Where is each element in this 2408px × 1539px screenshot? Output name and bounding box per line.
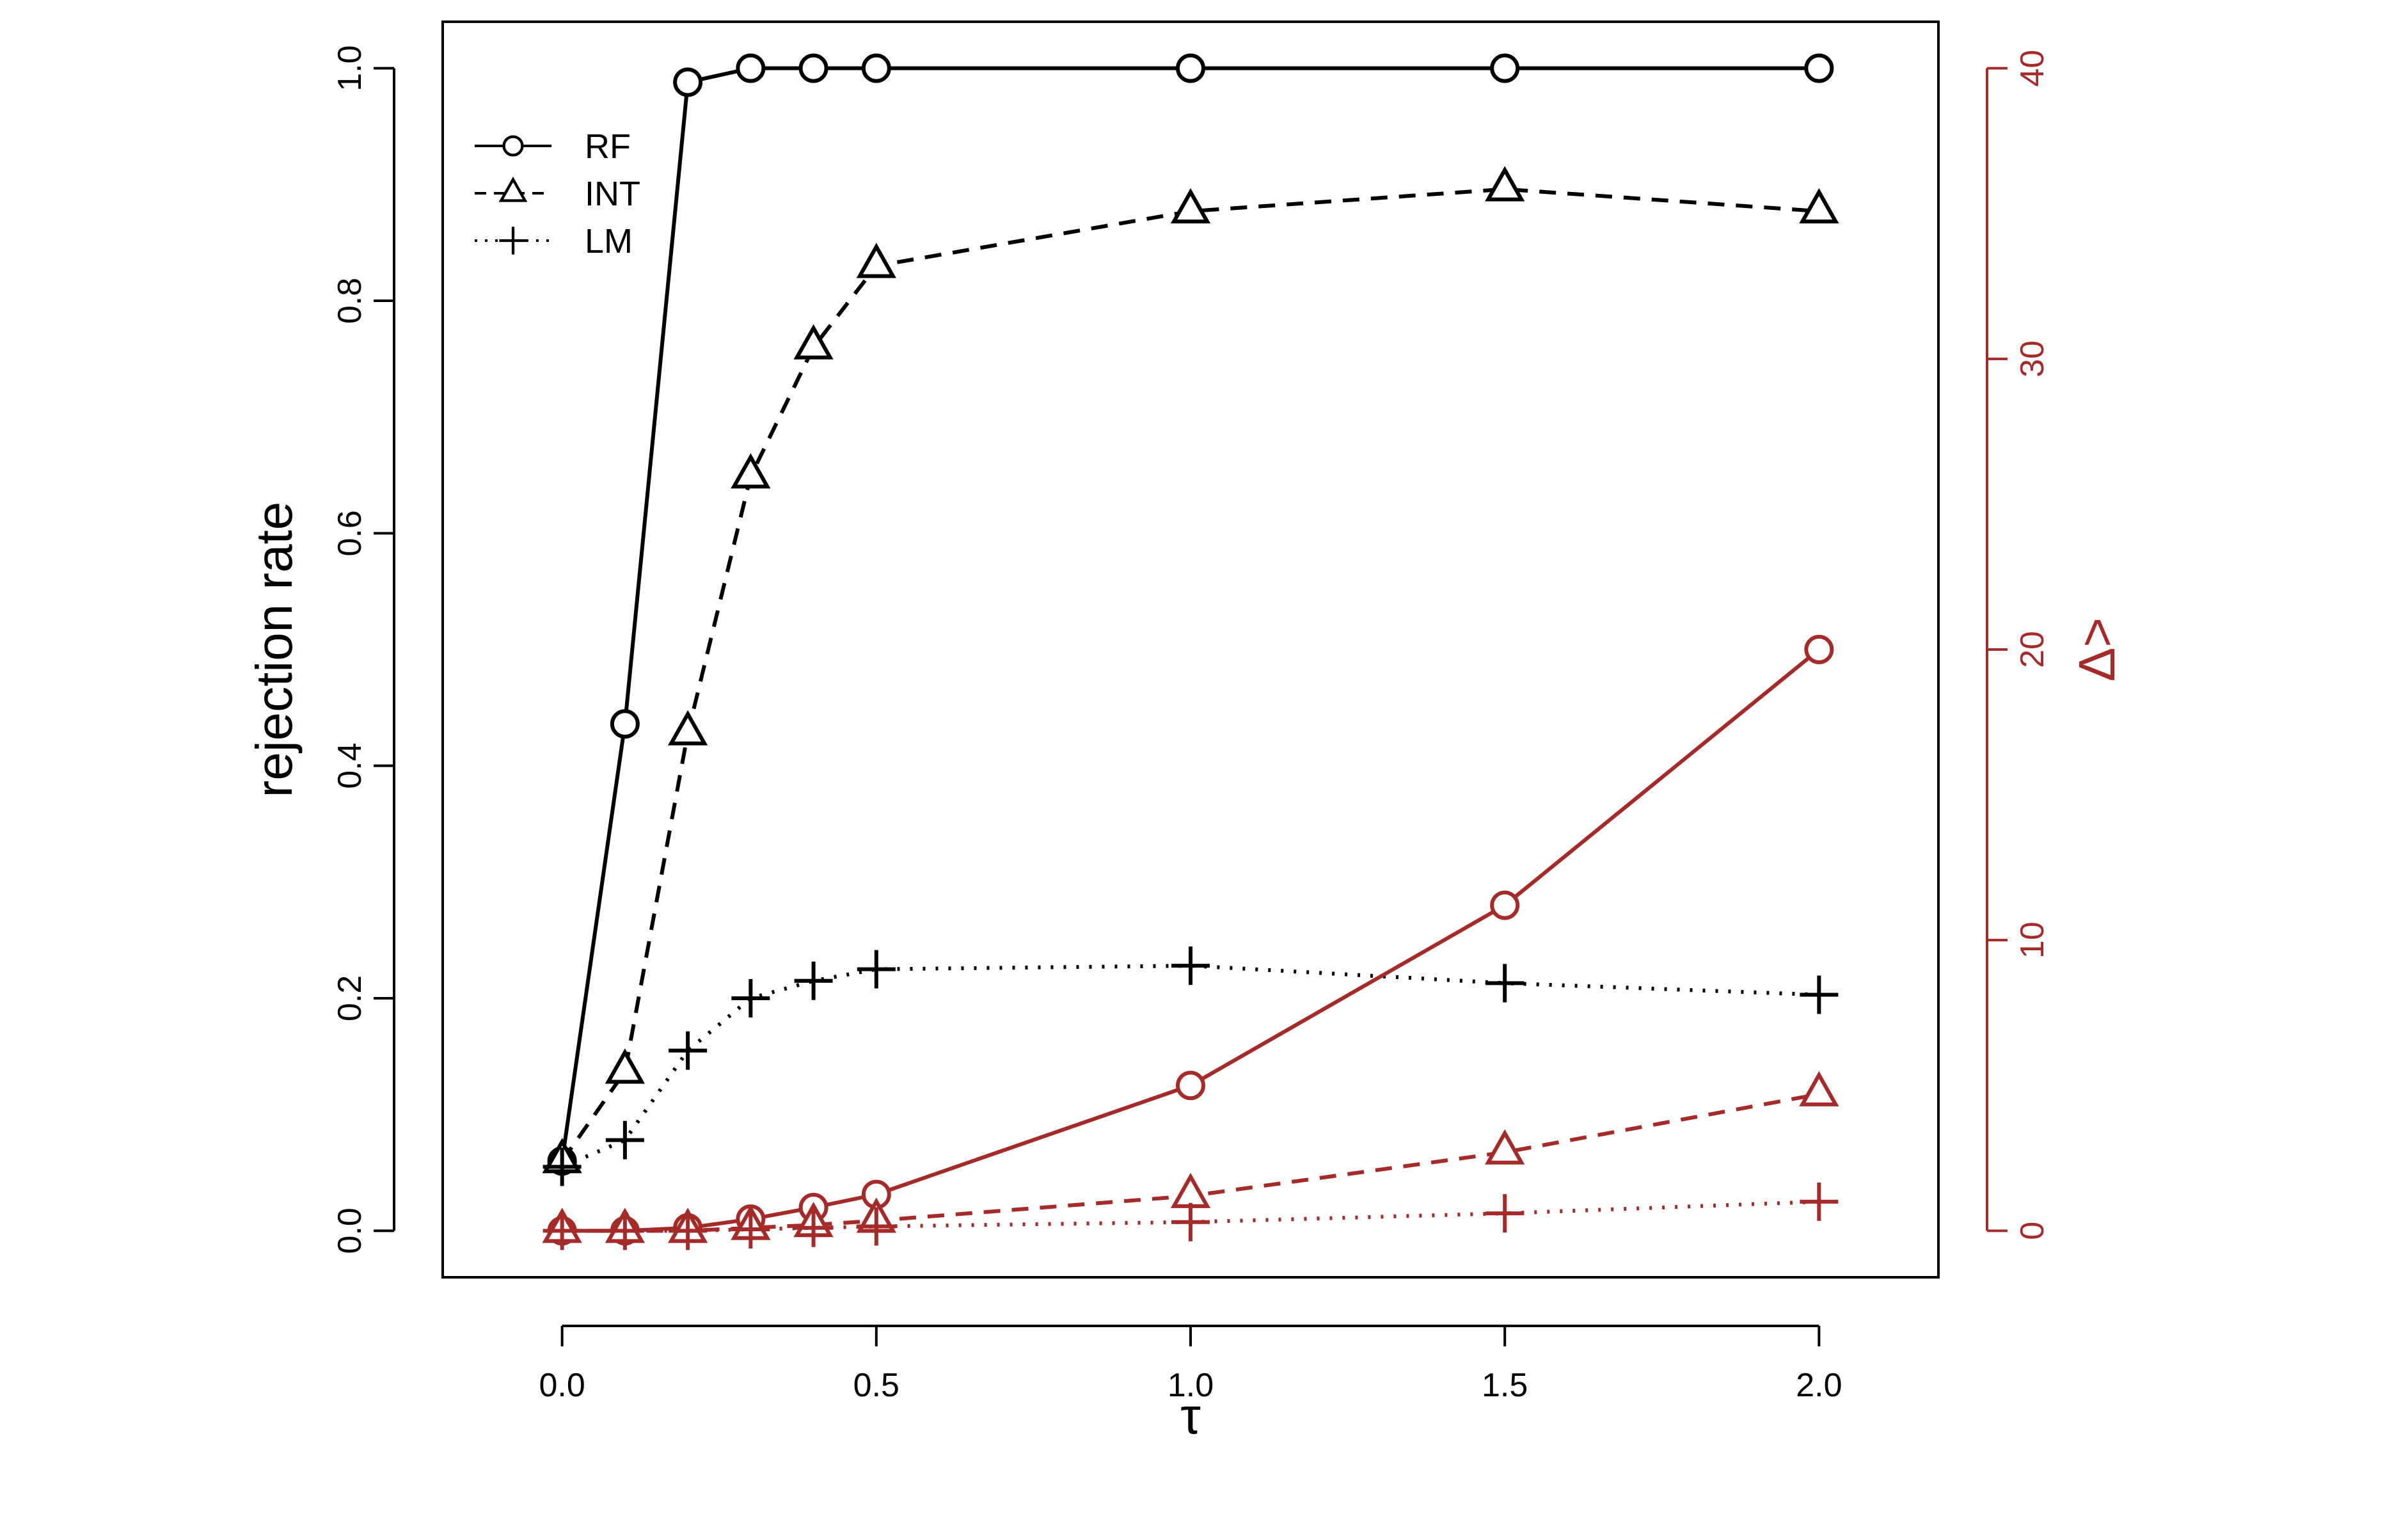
- data-point-rf-left: [610, 709, 640, 739]
- data-point-lm-left: [731, 979, 770, 1017]
- legend-marker-int: [498, 177, 528, 202]
- y-tick-label: 0.6: [331, 510, 368, 556]
- data-point-rf-left: [736, 53, 766, 83]
- legend-label-int: INT: [585, 175, 640, 213]
- data-point-int-left: [793, 324, 834, 360]
- data-point-series-4-right: [1799, 1071, 1839, 1106]
- data-point-rf-left: [1490, 53, 1520, 83]
- data-point-series-5-right: [1485, 1194, 1525, 1233]
- legend: RF INT LM: [475, 127, 640, 260]
- series-line-int-left: [560, 187, 1819, 1163]
- series-series-3-right: [547, 635, 1834, 1246]
- data-point-rf-left: [798, 53, 828, 83]
- x-tick-label: 1.5: [1482, 1367, 1528, 1404]
- plot-frame: [441, 20, 1940, 1279]
- data-point-lm-left: [1485, 964, 1525, 1003]
- data-point-int-left: [1170, 188, 1211, 224]
- y-tick-label: 0.0: [331, 1208, 368, 1254]
- y2-tick-label: 40: [2014, 50, 2051, 87]
- series-series-5-right: [543, 1182, 1839, 1250]
- data-point-lm-left: [605, 1120, 644, 1160]
- series-line-series-3-right: [562, 648, 1821, 1233]
- series-lm-left: [543, 946, 1839, 1186]
- data-point-series-5-right: [669, 1211, 708, 1250]
- y-tick-label: 1.0: [331, 45, 368, 92]
- data-point-rf-left: [1176, 53, 1205, 83]
- data-point-lm-left: [857, 950, 896, 989]
- y-tick-label: 0.2: [331, 975, 368, 1021]
- y-axis-left: 0.0 0.2 0.4 0.6 0.8 1.0: [331, 45, 395, 1254]
- data-point-series-4-right: [1170, 1172, 1211, 1208]
- data-point-lm-left: [794, 961, 833, 1000]
- series-layer: [542, 53, 1839, 1250]
- data-point-int-left: [731, 453, 771, 489]
- data-point-lm-left: [669, 1031, 708, 1070]
- y2-tick-label: 0: [2014, 1222, 2051, 1240]
- data-point-lm-left: [1800, 975, 1839, 1014]
- data-point-series-5-right: [857, 1207, 896, 1246]
- data-point-series-5-right: [605, 1211, 644, 1250]
- x-tick-label: 2.0: [1796, 1367, 1842, 1404]
- legend-label-lm: LM: [585, 222, 633, 260]
- x-tick-label: 0.0: [539, 1367, 585, 1404]
- y2-tick-label: 30: [2014, 340, 2051, 378]
- y-axis-title: rejection rate: [246, 502, 303, 797]
- data-point-series-3-right: [1804, 635, 1834, 664]
- data-point-series-5-right: [731, 1210, 770, 1249]
- data-point-int-left: [856, 243, 896, 278]
- data-point-int-left: [1799, 188, 1839, 224]
- series-line-lm-left: [561, 964, 1819, 1169]
- data-point-int-left: [1485, 166, 1525, 202]
- data-point-series-5-right: [1171, 1202, 1210, 1241]
- x-axis-title: τ: [1180, 1387, 1201, 1444]
- legend-label-rf: RF: [585, 127, 631, 166]
- data-point-lm-left: [543, 1147, 582, 1186]
- data-point-series-3-right: [1490, 890, 1520, 920]
- y2-axis-title: Δ>: [2068, 618, 2125, 682]
- data-point-int-left: [667, 710, 708, 746]
- data-point-lm-left: [1171, 946, 1210, 985]
- data-point-series-4-right: [1485, 1129, 1525, 1165]
- data-point-rf-left: [861, 53, 891, 83]
- x-tick-label: 1.0: [1168, 1367, 1214, 1404]
- data-point-rf-left: [673, 67, 703, 97]
- y-axis-right: 0 10 20 30 40: [1986, 50, 2051, 1240]
- legend-marker-rf: [502, 135, 524, 157]
- data-point-series-5-right: [794, 1208, 833, 1247]
- y-tick-label: 0.4: [331, 743, 368, 789]
- y-tick-label: 0.8: [331, 278, 368, 324]
- data-point-int-left: [605, 1048, 646, 1084]
- legend-marker-lm: [499, 227, 527, 255]
- data-point-series-5-right: [543, 1211, 582, 1250]
- data-point-series-3-right: [1176, 1071, 1205, 1101]
- series-int-left: [542, 166, 1839, 1174]
- data-point-rf-left: [1804, 53, 1834, 83]
- x-axis: 0.0 0.5 1.0 1.5 2.0: [539, 1325, 1842, 1404]
- y2-tick-label: 20: [2014, 631, 2051, 668]
- x-tick-label: 0.5: [853, 1367, 899, 1404]
- y2-tick-label: 10: [2014, 921, 2051, 959]
- data-point-series-5-right: [1800, 1182, 1839, 1221]
